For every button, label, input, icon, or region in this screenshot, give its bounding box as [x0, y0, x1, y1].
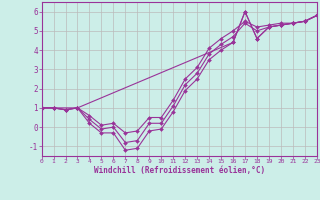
- X-axis label: Windchill (Refroidissement éolien,°C): Windchill (Refroidissement éolien,°C): [94, 166, 265, 175]
